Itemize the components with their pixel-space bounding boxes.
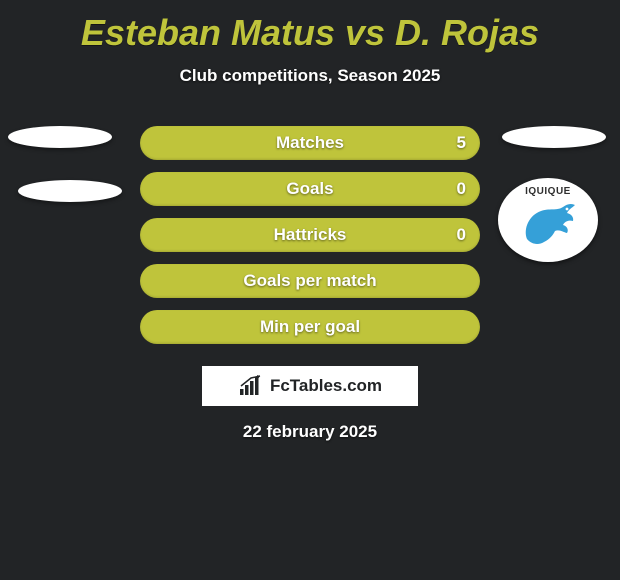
stat-row-goals: Goals 0 [140, 172, 480, 206]
stat-label: Matches [276, 133, 344, 153]
stat-row-goals-per-match: Goals per match [140, 264, 480, 298]
stat-label: Min per goal [260, 317, 360, 337]
stat-row-min-per-goal: Min per goal [140, 310, 480, 344]
decor-ellipse-bottom-left [18, 180, 122, 202]
decor-ellipse-top-left [8, 126, 112, 148]
stat-label: Goals [286, 179, 333, 199]
stat-row-matches: Matches 5 [140, 126, 480, 160]
page-title: Esteban Matus vs D. Rojas [0, 0, 620, 54]
stat-row-hattricks: Hattricks 0 [140, 218, 480, 252]
bar-chart-icon [238, 375, 264, 397]
stat-value: 0 [457, 179, 466, 199]
brand-box: FcTables.com [202, 366, 418, 406]
dragon-icon [517, 199, 579, 249]
stat-value: 0 [457, 225, 466, 245]
club-name-label: IQUIQUE [525, 186, 571, 197]
club-badge-iquique: IQUIQUE [498, 178, 598, 262]
stat-value: 5 [457, 133, 466, 153]
brand-label: FcTables.com [270, 376, 382, 396]
decor-ellipse-top-right [502, 126, 606, 148]
stat-label: Hattricks [274, 225, 347, 245]
page-subtitle: Club competitions, Season 2025 [0, 66, 620, 86]
date-label: 22 february 2025 [0, 422, 620, 442]
stat-label: Goals per match [243, 271, 376, 291]
